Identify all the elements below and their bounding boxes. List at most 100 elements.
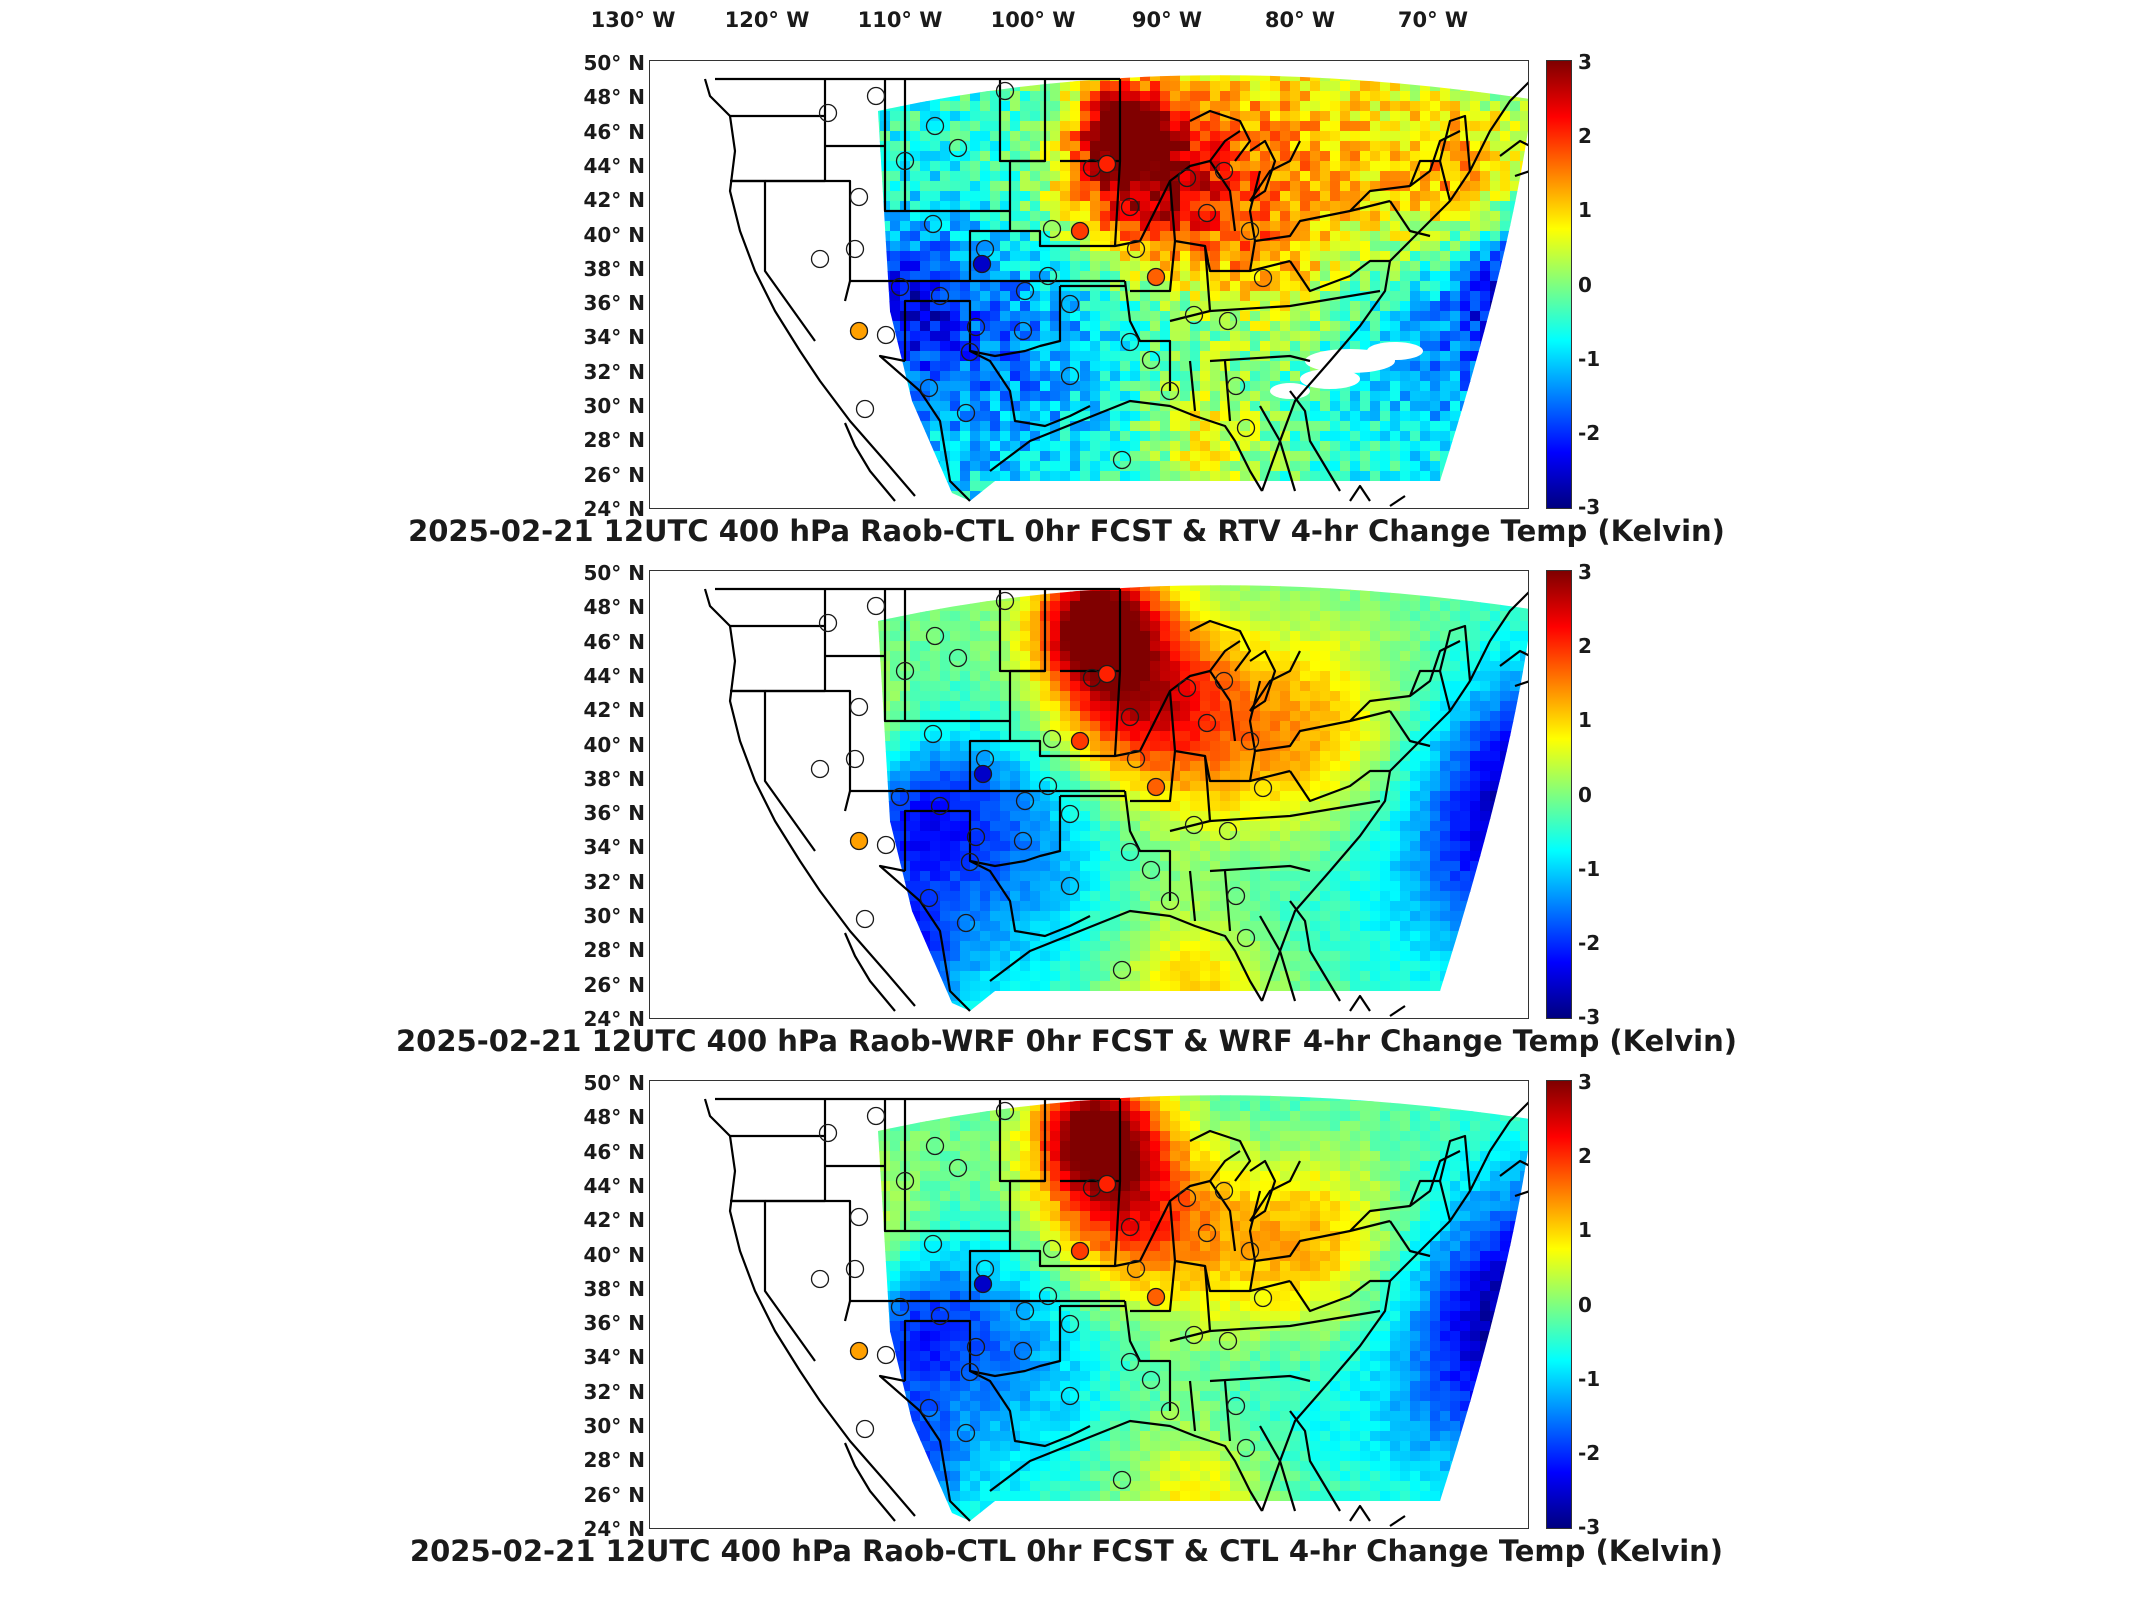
raob-station-marker xyxy=(1126,239,1146,259)
raob-station-marker xyxy=(845,1259,865,1279)
boundary-line xyxy=(1010,1249,1141,1268)
raob-station-marker xyxy=(849,1207,869,1227)
latitude-label: 32° N xyxy=(583,1379,645,1404)
latitude-label: 26° N xyxy=(583,972,645,997)
raob-station-marker xyxy=(810,759,830,779)
colorbar-tick-label: 0 xyxy=(1578,272,1592,297)
latitude-label: 44° N xyxy=(583,1173,645,1198)
latitude-label: 50° N xyxy=(583,1071,645,1095)
raob-station-marker xyxy=(919,378,939,398)
boundary-line xyxy=(998,1099,1047,1183)
boundary-line xyxy=(765,689,852,812)
boundary-line xyxy=(1248,170,1262,242)
raob-station-marker xyxy=(876,1345,896,1365)
boundary-line xyxy=(1249,140,1301,202)
raob-station-marker xyxy=(1240,731,1260,751)
boundary-line xyxy=(1209,1374,1311,1383)
boundary-line xyxy=(843,932,896,1012)
raob-station-marker xyxy=(1013,831,1033,851)
boundary-line xyxy=(1188,1380,1197,1432)
raob-station-marker xyxy=(923,214,943,234)
longitude-label: 110° W xyxy=(857,8,943,32)
raob-station-marker xyxy=(1060,294,1080,314)
boundary-line xyxy=(903,1306,1062,1381)
boundary-line xyxy=(1249,1159,1277,1222)
latitude-label: 34° N xyxy=(583,1345,645,1370)
boundary-line xyxy=(969,860,1091,938)
latitude-label: 34° N xyxy=(583,835,645,860)
latitude-label: 28° N xyxy=(583,1448,645,1473)
boundary-line xyxy=(1499,139,1528,157)
boundary-line xyxy=(730,689,816,852)
raob-station-marker xyxy=(1013,321,1033,341)
raob-stations xyxy=(810,591,1273,980)
raob-station-marker xyxy=(930,286,950,306)
raob-station-marker xyxy=(866,1106,886,1126)
raob-station-marker xyxy=(1097,1174,1117,1194)
raob-station-marker xyxy=(1015,281,1035,301)
boundary-line xyxy=(1209,160,1237,232)
latitude-label: 32° N xyxy=(583,869,645,894)
colorbar-tick-label: -1 xyxy=(1578,856,1601,881)
raob-station-marker xyxy=(1226,1396,1246,1416)
latitude-label: 40° N xyxy=(583,732,645,757)
boundary-line xyxy=(1289,390,1341,492)
boundary-line xyxy=(878,1374,971,1522)
boundary-line xyxy=(1123,1300,1172,1411)
raob-station-marker xyxy=(1038,1286,1058,1306)
boundary-line xyxy=(1260,591,1528,1002)
colorbar-tick-label: -1 xyxy=(1578,346,1601,371)
latitude-label: 50° N xyxy=(583,561,645,585)
colorbar xyxy=(1546,570,1572,1019)
raob-station-marker xyxy=(818,103,838,123)
boundary-line xyxy=(1349,1150,1461,1232)
boundary-line xyxy=(1209,864,1311,873)
latitude-label: 28° N xyxy=(583,428,645,453)
latitude-label: 24° N xyxy=(583,496,645,521)
latitude-axis: 50° N 48° N 46° N 44° N 42° N 40° N 38° N 36° N… xyxy=(560,51,645,521)
boundary-line xyxy=(1223,1380,1232,1442)
latitude-label: 38° N xyxy=(583,1276,645,1301)
longitude-label: 80° W xyxy=(1264,8,1336,32)
raob-station-marker xyxy=(890,277,910,297)
boundary-line xyxy=(1168,180,1291,273)
boundary-line xyxy=(765,179,852,302)
boundary-line xyxy=(1248,709,1391,782)
map-panel-ctl: 50° N 48° N 46° N 44° N 42° N 40° N 38° N 36° N… xyxy=(0,1070,2133,1590)
colorbar-tick-label: -2 xyxy=(1578,420,1601,445)
raob-station-marker xyxy=(1120,332,1140,352)
latitude-axis: 50° N 48° N 46° N 44° N 42° N 40° N 38° N 36° N… xyxy=(560,1071,645,1541)
raob-station-marker xyxy=(849,187,869,207)
latitude-label: 42° N xyxy=(583,188,645,213)
raob-station-marker xyxy=(1042,219,1062,239)
latitude-label: 46° N xyxy=(583,629,645,654)
boundary-lines xyxy=(703,77,1528,507)
boundary-line xyxy=(1349,484,1371,502)
raob-station-marker xyxy=(1197,203,1217,223)
colorbar xyxy=(1546,1080,1572,1529)
boundary-line xyxy=(1408,159,1452,202)
latitude-axis: 50° N 48° N 46° N 44° N 42° N 40° N 38° N 36° N… xyxy=(560,561,645,1031)
raob-station-marker xyxy=(1240,221,1260,241)
raob-station-marker xyxy=(849,697,869,717)
raob-station-marker xyxy=(1177,678,1197,698)
raob-station-marker xyxy=(1120,1217,1140,1237)
raob-station-marker xyxy=(1253,1288,1273,1308)
raob-station-marker xyxy=(1253,778,1273,798)
boundary-line xyxy=(989,909,1263,1002)
raob-station-marker xyxy=(966,827,986,847)
raob-station-marker xyxy=(995,1101,1015,1121)
map-canvas xyxy=(703,585,1528,1017)
colorbar-tick-label: 2 xyxy=(1578,124,1592,149)
raob-station-marker xyxy=(1120,197,1140,217)
boundary-line xyxy=(1248,1190,1262,1262)
boundary-line xyxy=(998,589,1047,673)
boundary-line xyxy=(1123,790,1172,901)
raob-station-marker xyxy=(1146,777,1166,797)
raob-station-marker xyxy=(1184,815,1204,835)
boundary-line xyxy=(989,399,1263,492)
latitude-label: 42° N xyxy=(583,1208,645,1233)
boundary-line xyxy=(1408,669,1452,712)
raob-station-marker xyxy=(1042,729,1062,749)
colorbar xyxy=(1546,60,1572,509)
